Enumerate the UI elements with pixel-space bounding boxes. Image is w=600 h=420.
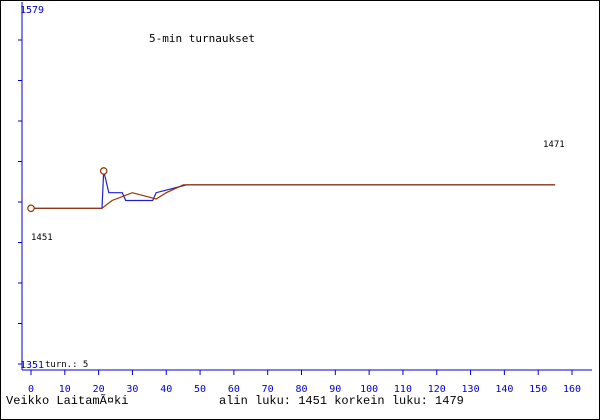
x-tick-label: 70	[262, 384, 274, 395]
x-tick-label: 140	[495, 384, 513, 395]
turns-label: turn.: 5	[45, 360, 88, 370]
axes: 0 10 20 30 40 50 60 70 80 90 100 110 120 130 140 150 160…	[18, 2, 592, 395]
data-marker	[99, 167, 108, 175]
y-max-label: 1579	[20, 5, 44, 16]
x-tick-label: 10	[59, 384, 71, 395]
x-tick-label: 90	[329, 384, 341, 395]
x-tick-label: 50	[194, 384, 206, 395]
labels-group: 5-min turnaukset 1451 1471 turn.: 5	[31, 32, 565, 370]
x-tick-label: 80	[295, 384, 307, 395]
y-min-label: 1351	[20, 360, 44, 371]
end-value-label: 1471	[543, 140, 565, 150]
data-marker	[27, 204, 35, 213]
x-tick-label: 100	[360, 384, 378, 395]
x-tick-label: 0	[28, 384, 34, 395]
start-value-label: 1451	[31, 233, 53, 243]
chart-title: 5-min turnaukset	[149, 32, 255, 45]
x-tick-label: 40	[160, 384, 172, 395]
series-line-2	[31, 184, 556, 209]
x-tick-label: 120	[428, 384, 446, 395]
stats-label: alin luku: 1451 korkein luku: 1479	[219, 394, 464, 408]
x-tick-label: 60	[228, 384, 240, 395]
x-tick-label: 130	[462, 384, 480, 395]
x-tick-label: 160	[563, 384, 581, 395]
x-tick-label: 110	[394, 384, 412, 395]
x-tick-label: 150	[529, 384, 547, 395]
x-tick-label: 30	[126, 384, 138, 395]
series-group	[27, 167, 556, 213]
author-label: Veikko LaitamÃ¤ki	[6, 394, 129, 408]
series-line-1	[31, 170, 556, 209]
x-tick-label: 20	[93, 384, 105, 395]
